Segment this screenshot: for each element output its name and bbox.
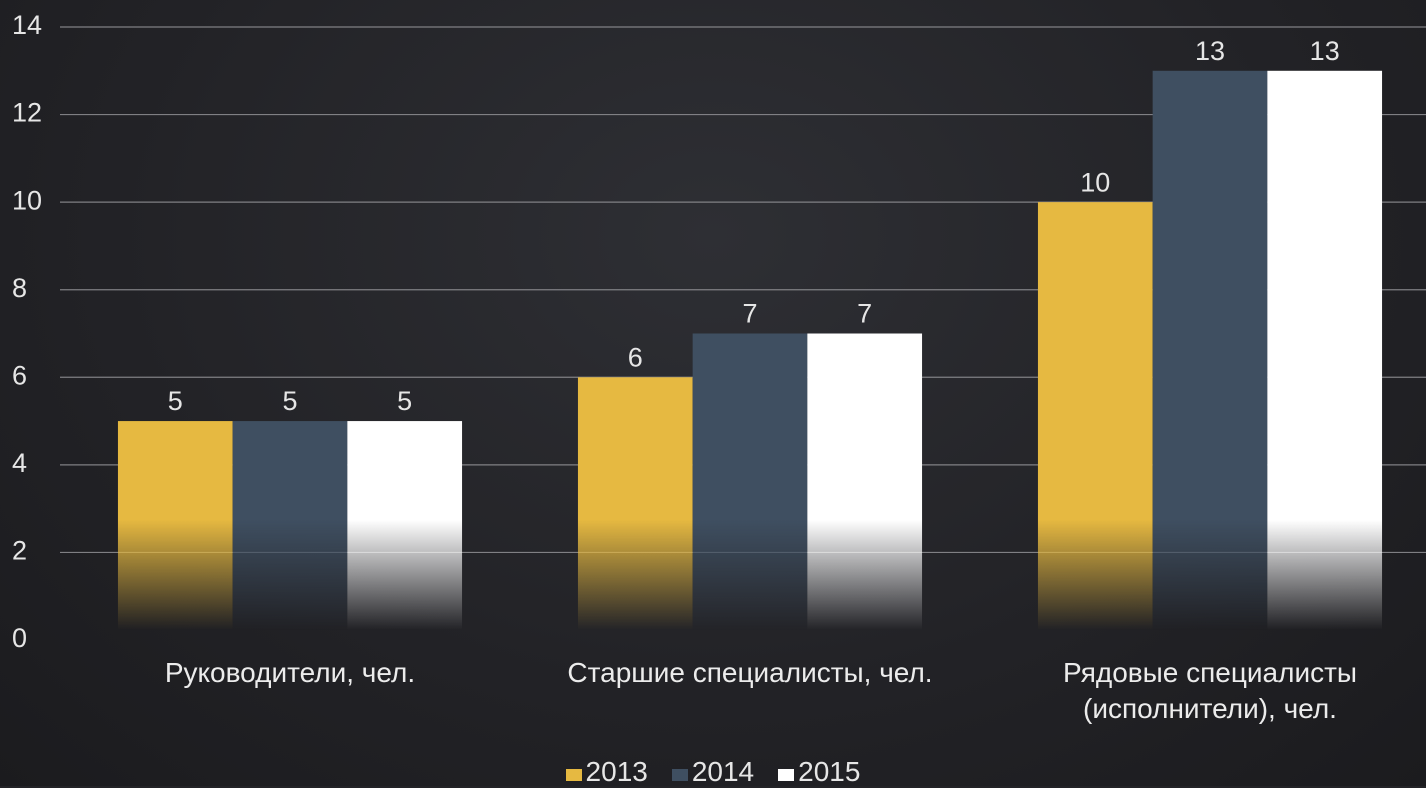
legend-label: 2015	[798, 756, 861, 787]
bar	[577, 377, 693, 640]
y-tick-label: 10	[12, 185, 42, 215]
bar	[232, 421, 348, 640]
bar	[807, 333, 923, 640]
value-label: 6	[628, 342, 643, 372]
value-label: 7	[742, 299, 757, 329]
bar	[1152, 70, 1268, 641]
legend-swatch	[671, 769, 688, 781]
legend-item: 2015	[778, 756, 860, 788]
x-tick-label: Старшие специалисты, чел.	[567, 657, 933, 688]
value-label: 13	[1310, 36, 1340, 66]
legend-swatch	[778, 769, 795, 781]
y-tick-label: 6	[12, 360, 27, 390]
value-label: 5	[282, 386, 297, 416]
value-label: 13	[1195, 36, 1225, 66]
bar	[692, 333, 808, 640]
y-tick-label: 12	[12, 98, 42, 128]
y-tick-label: 4	[12, 448, 27, 478]
legend-swatch	[565, 769, 582, 781]
legend-label: 2014	[691, 756, 755, 787]
y-tick-label: 0	[12, 623, 27, 653]
value-label: 5	[168, 386, 183, 416]
x-tick-label: Руководители, чел.	[164, 657, 416, 688]
value-label: 5	[397, 386, 412, 416]
value-label: 10	[1080, 167, 1110, 197]
bar	[1267, 70, 1383, 641]
legend-label: 2013	[585, 756, 648, 787]
y-tick-label: 8	[12, 273, 27, 303]
value-label: 7	[857, 299, 872, 329]
y-tick-label: 2	[12, 536, 27, 566]
bar	[1037, 202, 1153, 640]
bar	[117, 421, 233, 640]
labels: 0 2 4 6 8 10 12 14 5 5 5 6 7 7 10 13 13	[12, 10, 1340, 653]
legend: 2013 2014 2015	[0, 756, 1426, 788]
y-tick-label: 14	[12, 10, 42, 40]
legend-item: 2014	[671, 756, 755, 788]
bars	[117, 70, 1383, 641]
bar	[347, 421, 463, 640]
legend-item: 2013	[565, 756, 648, 788]
x-tick-label: Рядовые специалисты (исполнители), чел.	[1062, 657, 1358, 724]
